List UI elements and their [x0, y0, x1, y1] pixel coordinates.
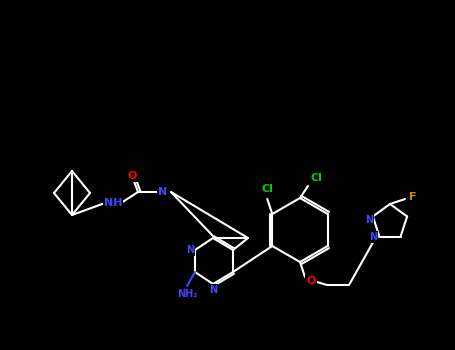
Text: N: N	[365, 216, 373, 225]
Text: O: O	[306, 276, 316, 286]
Text: NH: NH	[104, 198, 122, 208]
Text: N: N	[158, 187, 167, 197]
Text: N: N	[369, 232, 378, 242]
Text: N: N	[209, 285, 217, 295]
Text: O: O	[127, 171, 136, 181]
Text: Cl: Cl	[261, 184, 273, 194]
Text: F: F	[409, 192, 417, 202]
Text: Cl: Cl	[310, 173, 322, 183]
Text: N: N	[186, 245, 194, 255]
Text: NH₂: NH₂	[177, 289, 197, 299]
